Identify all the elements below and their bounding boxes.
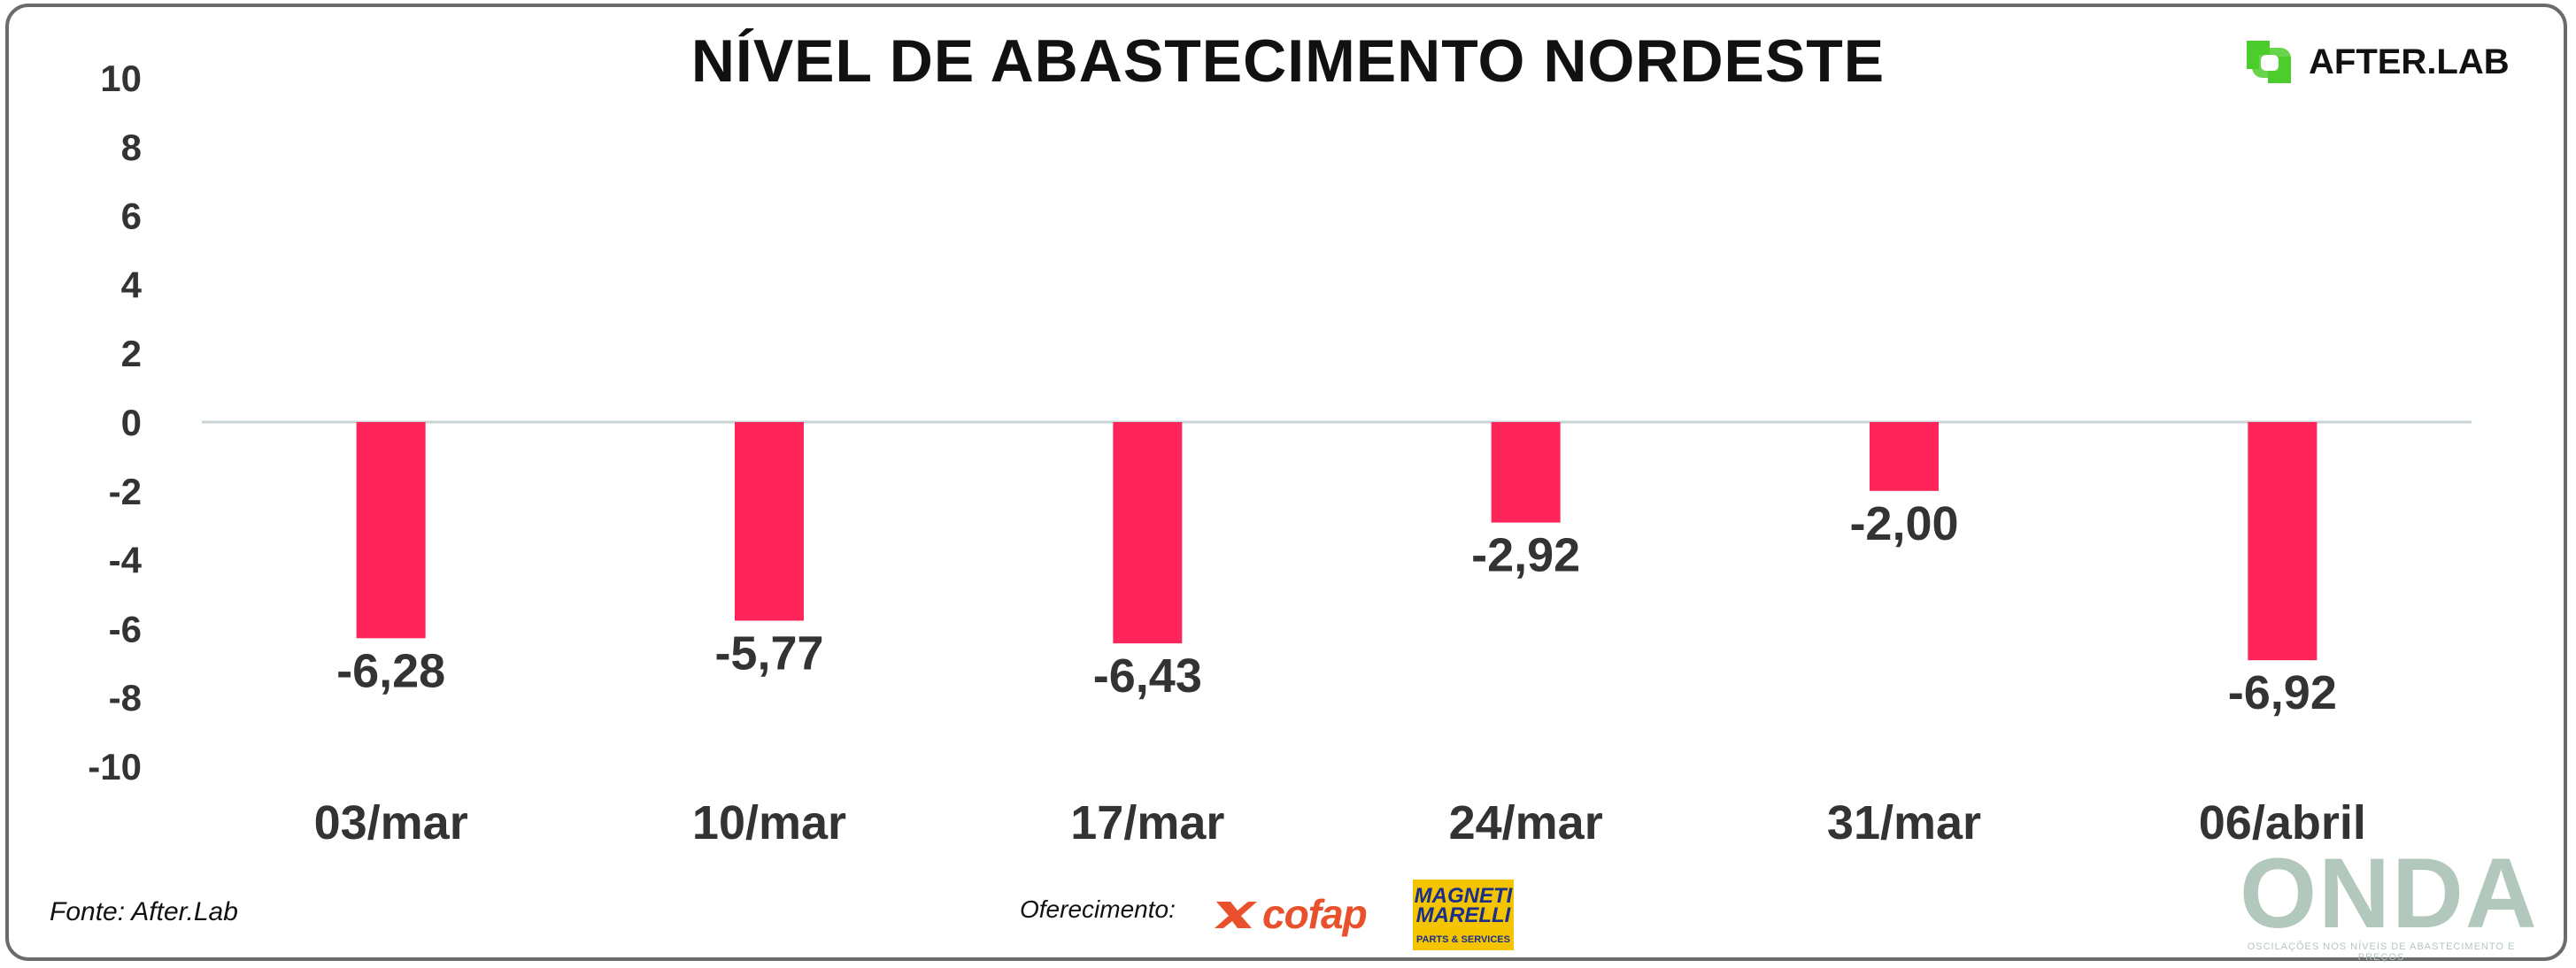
data-label: -2,92 — [1471, 529, 1580, 582]
afterlab-logo-text: AFTER.LAB — [2309, 42, 2510, 81]
chart-frame — [5, 4, 2567, 961]
source-note: Fonte: After.Lab — [50, 897, 238, 926]
y-tick-label: -10 — [88, 746, 142, 787]
x-axis: 03/mar 10/mar 17/mar 24/mar 31/mar 06/abril — [314, 796, 2366, 849]
onda-logo-text: ONDA — [2240, 838, 2539, 949]
onda-logo: ONDA OSCILAÇÕES NOS NÍVEIS DE ABASTECIME… — [2240, 838, 2539, 964]
data-label: -6,92 — [2228, 666, 2337, 719]
bar-series — [356, 422, 2318, 661]
afterlab-brand: AFTER.LAB — [2240, 35, 2510, 88]
data-label: -5,77 — [714, 626, 823, 680]
y-tick-label: -6 — [109, 608, 142, 649]
y-axis: 10 8 6 4 2 0 -2 -4 -6 -8 -10 — [88, 58, 142, 787]
x-tick-label: 06/abril — [2199, 796, 2366, 849]
y-tick-label: -8 — [109, 677, 142, 718]
magneti-marelli-logo: MAGNETI MARELLI PARTS & SERVICES — [1413, 880, 1514, 950]
bar — [1870, 422, 1939, 491]
data-label: -6,43 — [1093, 649, 1202, 703]
y-tick-label: -4 — [109, 540, 143, 581]
x-tick-label: 31/mar — [1827, 796, 1981, 849]
bar — [1113, 422, 1183, 644]
y-tick-label: 8 — [121, 127, 142, 168]
x-tick-label: 10/mar — [692, 796, 846, 849]
data-label: -2,00 — [1849, 497, 1958, 550]
magneti-marelli-subtext: PARTS & SERVICES — [1416, 934, 1510, 945]
bar — [735, 422, 804, 621]
y-tick-label: -2 — [109, 471, 142, 512]
cofap-logo: cofap — [1213, 891, 1368, 937]
onda-logo-subtext: OSCILAÇÕES NOS NÍVEIS DE ABASTECIMENTO E… — [2247, 941, 2516, 963]
bar — [1491, 422, 1561, 523]
y-tick-label: 4 — [121, 264, 143, 305]
offer-label: Oferecimento: — [1020, 895, 1176, 923]
cofap-logo-text: cofap — [1262, 891, 1368, 937]
data-label: -6,28 — [336, 644, 445, 697]
y-tick-label: 6 — [121, 196, 142, 237]
y-tick-label: 2 — [121, 333, 142, 374]
cofap-logo-icon — [1215, 902, 1257, 928]
x-tick-label: 03/mar — [314, 796, 468, 849]
data-labels: -6,28 -5,77 -6,43 -2,92 -2,00 -6,92 — [336, 497, 2337, 719]
y-tick-label: 10 — [100, 58, 142, 99]
y-tick-label: 0 — [121, 402, 142, 443]
bar — [356, 422, 426, 639]
afterlab-logo-icon — [2247, 41, 2291, 83]
bar — [2248, 422, 2318, 661]
chart-title: NÍVEL DE ABASTECIMENTO NORDESTE — [690, 27, 1886, 95]
x-tick-label: 17/mar — [1070, 796, 1224, 849]
x-tick-label: 24/mar — [1449, 796, 1603, 849]
magneti-marelli-logo-text: MAGNETI MARELLI — [1414, 884, 1513, 927]
